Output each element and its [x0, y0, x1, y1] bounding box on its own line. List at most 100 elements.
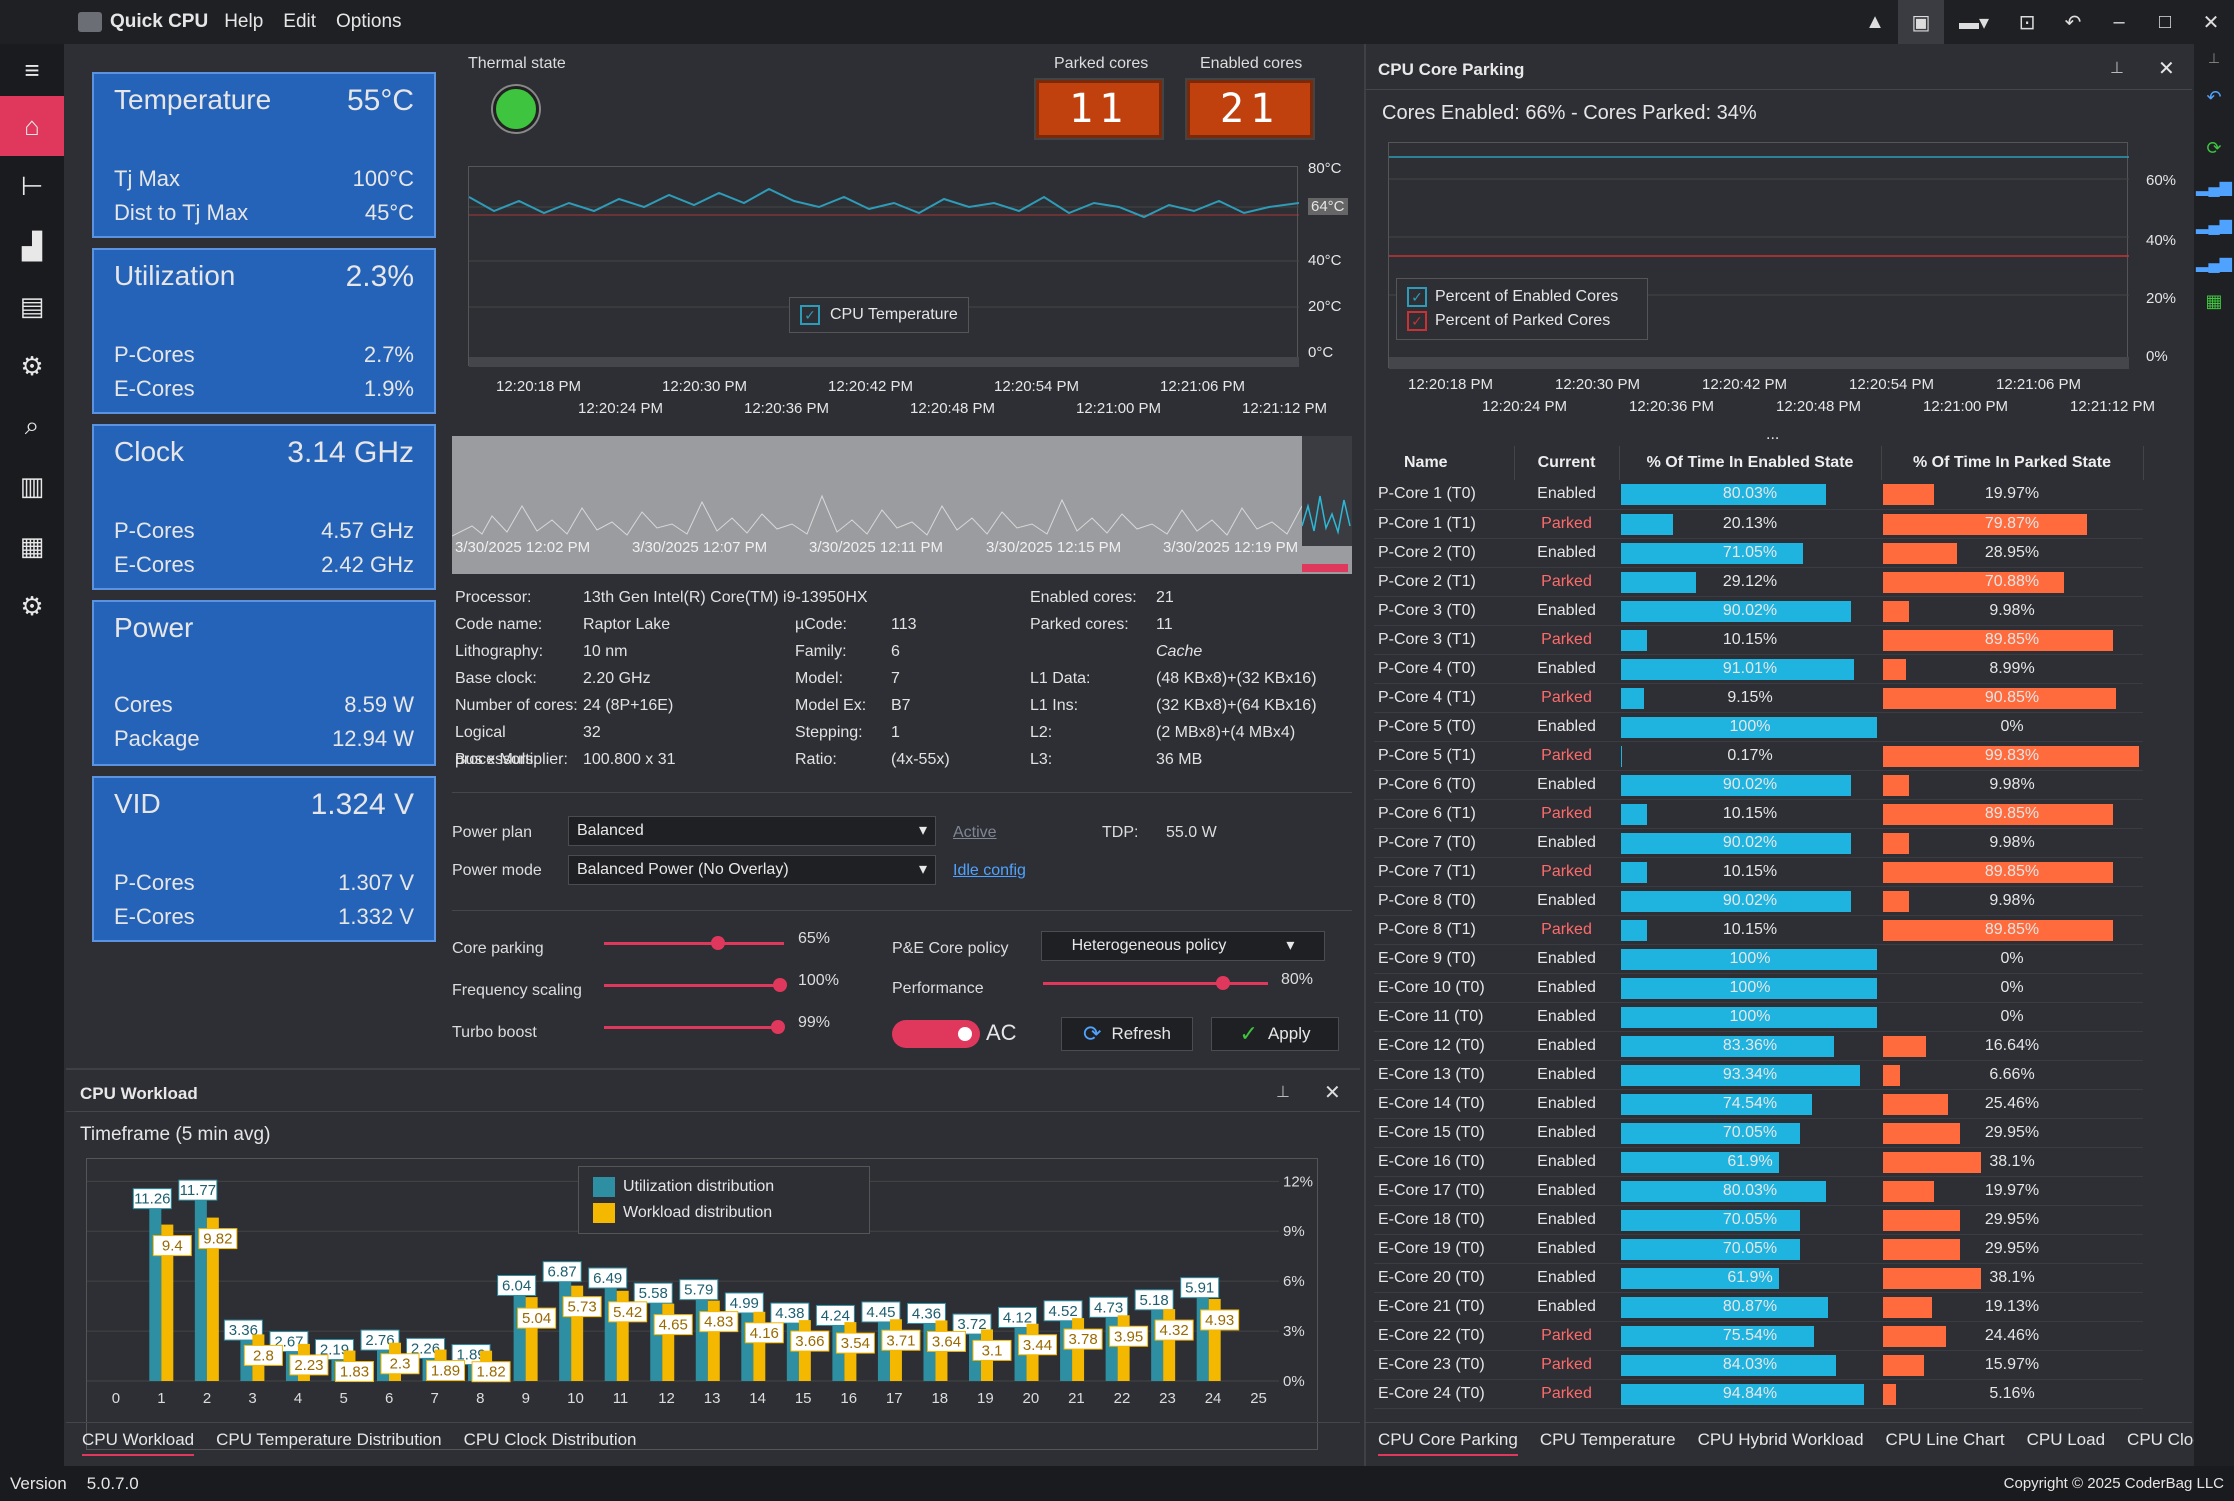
table-row[interactable]: P-Core 6 (T1) Parked 10.15% 89.85%: [1374, 799, 2143, 829]
table-row[interactable]: P-Core 6 (T0) Enabled 90.02% 9.98%: [1374, 770, 2143, 800]
table-row[interactable]: P-Core 4 (T1) Parked 9.15% 90.85%: [1374, 683, 2143, 713]
table-row[interactable]: P-Core 7 (T0) Enabled 90.02% 9.98%: [1374, 828, 2143, 858]
undo-icon[interactable]: ↶: [2206, 87, 2222, 107]
minimize-button[interactable]: –: [2113, 10, 2125, 33]
table-row[interactable]: E-Core 10 (T0) Enabled 100% 0%: [1374, 973, 2143, 1003]
power-mode-select[interactable]: Balanced Power (No Overlay) ▾: [568, 855, 936, 885]
table-row[interactable]: E-Core 20 (T0) Enabled 61.9% 38.1%: [1374, 1263, 2143, 1293]
table-row[interactable]: E-Core 16 (T0) Enabled 61.9% 38.1%: [1374, 1147, 2143, 1177]
slider-knob[interactable]: [711, 936, 726, 950]
table-settings-icon[interactable]: ⚙: [20, 350, 44, 381]
table-row[interactable]: E-Core 19 (T0) Enabled 70.05% 29.95%: [1374, 1234, 2143, 1264]
checkbox-icon[interactable]: ✓: [1407, 287, 1427, 307]
signal-icon[interactable]: ▂▄▆: [2196, 217, 2232, 234]
tab-cpu-hybrid-workload[interactable]: CPU Hybrid Workload: [1697, 1430, 1864, 1449]
pe-core-policy-select[interactable]: Heterogeneous policy ▾: [1041, 931, 1325, 961]
chart-icon[interactable]: ▟: [22, 230, 42, 261]
table-row[interactable]: P-Core 8 (T1) Parked 10.15% 89.85%: [1374, 915, 2143, 945]
card-clock[interactable]: Clock 3.14 GHz P-Cores 4.57 GHz E-Cores 2.42 …: [92, 424, 436, 590]
tab-cpu-line-chart[interactable]: CPU Line Chart: [1885, 1430, 2005, 1449]
temperature-legend[interactable]: ✓ CPU Temperature: [789, 297, 969, 333]
card-utilization[interactable]: Utilization 2.3% P-Cores 2.7% E-Cores 1.9%: [92, 248, 436, 414]
tab-cpu-clock-distribution[interactable]: CPU Clock Distribution: [463, 1430, 637, 1449]
palette-icon[interactable]: ▦: [2205, 291, 2223, 311]
checkbox-icon[interactable]: ✓: [1407, 311, 1427, 331]
slider-knob[interactable]: [771, 1020, 786, 1034]
apply-button[interactable]: ✓ Apply: [1211, 1017, 1339, 1051]
snapshot-icon[interactable]: ⊡: [2018, 11, 2036, 34]
table-row[interactable]: E-Core 14 (T0) Enabled 74.54% 25.46%: [1374, 1089, 2143, 1119]
table-row[interactable]: E-Core 23 (T0) Parked 84.03% 15.97%: [1374, 1350, 2143, 1380]
column-header[interactable]: Current: [1514, 446, 1620, 480]
table-row[interactable]: E-Core 17 (T0) Enabled 80.03% 19.97%: [1374, 1176, 2143, 1206]
tab-cpu-temperature-distribution[interactable]: CPU Temperature Distribution: [216, 1430, 442, 1449]
undo-icon[interactable]: ↶: [2064, 11, 2082, 34]
card-power[interactable]: Power Cores 8.59 W Package 12.94 W: [92, 600, 436, 766]
pin-icon[interactable]: ⊥: [2207, 50, 2221, 66]
core-parking-slider[interactable]: [604, 936, 784, 950]
menu-item-help[interactable]: Help: [224, 11, 264, 32]
table-row[interactable]: E-Core 9 (T0) Enabled 100% 0%: [1374, 944, 2143, 974]
bars-icon[interactable]: ▤: [19, 290, 45, 321]
slider-knob[interactable]: [773, 978, 787, 992]
slider-knob[interactable]: [1216, 976, 1230, 990]
table-row[interactable]: E-Core 18 (T0) Enabled 70.05% 29.95%: [1374, 1205, 2143, 1235]
table-row[interactable]: E-Core 11 (T0) Enabled 100% 0%: [1374, 1002, 2143, 1032]
book-icon[interactable]: ▥: [19, 470, 45, 501]
maximize-button[interactable]: □: [2158, 10, 2172, 33]
table-row[interactable]: P-Core 8 (T0) Enabled 90.02% 9.98%: [1374, 886, 2143, 916]
table-row[interactable]: P-Core 4 (T0) Enabled 91.01% 8.99%: [1374, 654, 2143, 684]
turbo-slider[interactable]: [604, 1020, 786, 1034]
image-export-icon[interactable]: ▣: [1898, 0, 1944, 44]
table-row[interactable]: P-Core 3 (T1) Parked 10.15% 89.85%: [1374, 625, 2143, 655]
menu-item-edit[interactable]: Edit: [283, 11, 317, 32]
close-panel-icon[interactable]: ✕: [1324, 1082, 1341, 1104]
theme-icon[interactable]: ▬▾: [1958, 11, 1990, 34]
freq-scaling-slider[interactable]: [604, 978, 787, 992]
hamburger-icon[interactable]: ≡: [24, 54, 40, 85]
dashboard-icon[interactable]: ▦: [19, 530, 45, 561]
tab-cpu-temperature[interactable]: CPU Temperature: [1539, 1430, 1676, 1449]
table-row[interactable]: P-Core 7 (T1) Parked 10.15% 89.85%: [1374, 857, 2143, 887]
column-header[interactable]: % Of Time In Parked State: [1881, 446, 2144, 480]
refresh-button[interactable]: ⟳ Refresh: [1061, 1017, 1193, 1051]
pin-icon[interactable]: ⊥: [1276, 1084, 1290, 1101]
table-row[interactable]: P-Core 5 (T1) Parked 0.17% 99.83%: [1374, 741, 2143, 771]
pin-icon[interactable]: ⊥: [2110, 60, 2124, 77]
menu-item-options[interactable]: Options: [336, 11, 402, 32]
table-row[interactable]: E-Core 13 (T0) Enabled 93.34% 6.66%: [1374, 1060, 2143, 1090]
tab-cpu-core-parking[interactable]: CPU Core Parking: [1378, 1430, 1518, 1456]
legend-item-parked[interactable]: ✓ Percent of Parked Cores: [1407, 311, 1637, 331]
legend-item-enabled[interactable]: ✓ Percent of Enabled Cores: [1407, 287, 1637, 307]
close-button[interactable]: ✕: [2202, 11, 2220, 34]
table-row[interactable]: P-Core 2 (T0) Enabled 71.05% 28.95%: [1374, 538, 2143, 568]
power-plan-select[interactable]: Balanced ▾: [568, 816, 936, 846]
card-vid[interactable]: VID 1.324 V P-Cores 1.307 V E-Cores 1.332 V: [92, 776, 436, 942]
history-range-handle[interactable]: [1302, 564, 1348, 572]
checkbox-icon[interactable]: ✓: [800, 305, 820, 325]
table-row[interactable]: P-Core 1 (T1) Parked 20.13% 79.87%: [1374, 509, 2143, 539]
tab-cpu-workload[interactable]: CPU Workload: [82, 1430, 195, 1456]
inspect-icon[interactable]: ⌕: [24, 410, 40, 440]
table-row[interactable]: P-Core 3 (T0) Enabled 90.02% 9.98%: [1374, 596, 2143, 626]
table-row[interactable]: E-Core 15 (T0) Enabled 70.05% 29.95%: [1374, 1118, 2143, 1148]
tab-cpu-load[interactable]: CPU Load: [2026, 1430, 2106, 1449]
active-link[interactable]: Active: [953, 824, 997, 841]
warning-icon[interactable]: ▲: [1865, 10, 1885, 33]
card-temperature[interactable]: Temperature 55°C Tj Max 100°C Dist to Tj Max…: [92, 72, 436, 238]
signal-icon[interactable]: ▂▄▆: [2196, 255, 2232, 272]
home-icon[interactable]: ⌂: [0, 96, 64, 156]
column-header[interactable]: % Of Time In Enabled State: [1619, 446, 1882, 480]
table-row[interactable]: E-Core 24 (T0) Parked 94.84% 5.16%: [1374, 1379, 2143, 1409]
gear-icon[interactable]: ⚙: [20, 590, 44, 621]
table-row[interactable]: P-Core 2 (T1) Parked 29.12% 70.88%: [1374, 567, 2143, 597]
idle-config-link[interactable]: Idle config: [953, 862, 1026, 879]
performance-slider[interactable]: [1043, 976, 1268, 990]
column-header[interactable]: Name: [1374, 446, 1515, 480]
table-row[interactable]: P-Core 5 (T0) Enabled 100% 0%: [1374, 712, 2143, 742]
table-row[interactable]: P-Core 1 (T0) Enabled 80.03% 19.97%: [1374, 480, 2143, 510]
table-row[interactable]: E-Core 22 (T0) Parked 75.54% 24.46%: [1374, 1321, 2143, 1351]
table-row[interactable]: E-Core 21 (T0) Enabled 80.87% 19.13%: [1374, 1292, 2143, 1322]
sync-icon[interactable]: ⟳: [2206, 138, 2222, 158]
signal-icon[interactable]: ▂▄▆: [2196, 179, 2232, 196]
